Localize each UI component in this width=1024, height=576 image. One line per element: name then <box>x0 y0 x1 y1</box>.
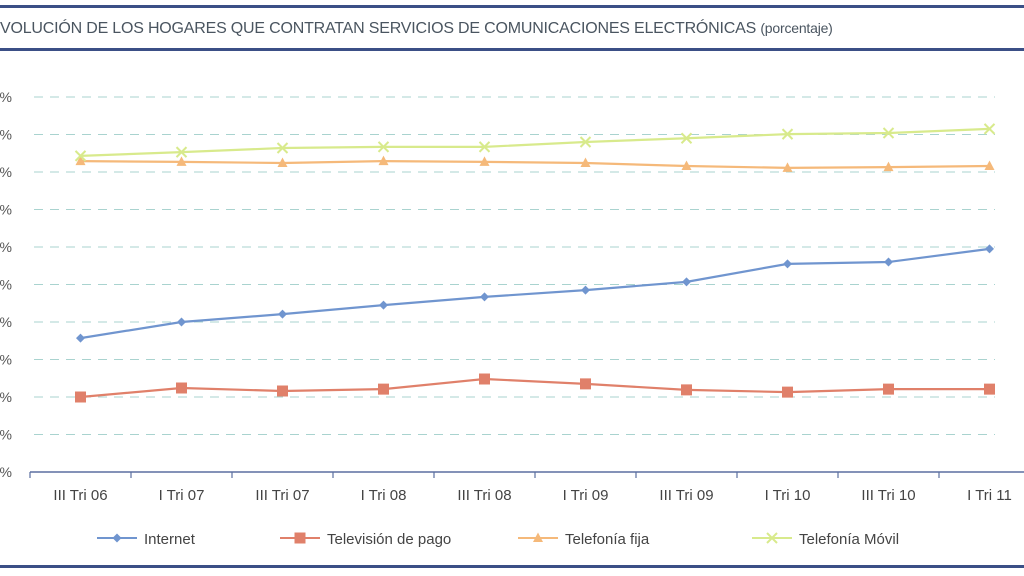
x-tick-label: I Tri 10 <box>765 487 811 504</box>
y-tick-label: % <box>0 277 12 293</box>
legend-marker-telefonia-fija <box>533 532 543 542</box>
data-point-television-de-pago <box>75 391 86 403</box>
data-point-internet <box>783 259 792 269</box>
header-border <box>0 48 1024 51</box>
data-point-telefonia-movil <box>680 132 693 144</box>
data-point-telefonia-movil <box>276 142 289 154</box>
legend-marker-internet <box>112 533 122 543</box>
y-tick-label: % <box>0 239 12 255</box>
data-point-internet <box>177 317 186 327</box>
data-point-telefonia-fija <box>479 156 490 166</box>
legend-label-internet: Internet <box>144 531 196 548</box>
data-point-telefonia-movil <box>983 123 996 135</box>
y-tick-label: % <box>0 314 12 330</box>
data-point-internet <box>379 300 388 310</box>
series-line-telefonia-movil <box>80 127 990 157</box>
y-tick-label: % <box>0 89 12 105</box>
data-point-telefonia-fija <box>176 156 187 166</box>
data-point-telefonia-movil <box>175 146 188 158</box>
data-point-telefonia-fija <box>277 157 288 167</box>
data-point-telefonia-movil <box>579 136 592 148</box>
y-tick-label: % <box>0 202 12 218</box>
data-point-television-de-pago <box>782 386 793 398</box>
legend-label-television-de-pago: Televisión de pago <box>327 531 451 548</box>
y-tick-label: % <box>0 464 12 480</box>
x-tick-label: I Tri 09 <box>563 487 609 504</box>
chart-subtitle: (porcentaje) <box>760 20 833 36</box>
data-point-television-de-pago <box>883 383 894 395</box>
data-point-telefonia-fija <box>580 157 591 167</box>
data-point-internet <box>682 277 691 287</box>
data-point-television-de-pago <box>479 373 490 385</box>
data-point-television-de-pago <box>984 383 995 395</box>
data-point-telefonia-fija <box>378 155 389 166</box>
data-point-telefonia-movil <box>882 127 895 139</box>
data-point-television-de-pago <box>378 383 389 395</box>
data-point-television-de-pago <box>580 378 591 390</box>
y-tick-label: % <box>0 427 12 443</box>
chart-title: VOLUCIÓN DE LOS HOGARES QUE CONTRATAN SE… <box>0 20 833 38</box>
data-point-telefonia-movil <box>74 150 87 162</box>
y-tick-label: % <box>0 164 12 180</box>
series-line-telefonia-fija <box>80 160 990 169</box>
x-tick-label: III Tri 08 <box>457 487 511 504</box>
legend-label-telefonia-movil: Telefonía Móvil <box>799 531 899 548</box>
legend-label-telefonia-fija: Telefonía fija <box>565 531 650 548</box>
series-line-television-de-pago <box>80 377 990 399</box>
legend-marker-telefonia-movil <box>766 532 778 544</box>
data-point-telefonia-fija <box>883 161 894 172</box>
x-tick-label: I Tri 07 <box>159 487 205 504</box>
x-tick-label: I Tri 11 <box>967 487 1012 504</box>
data-point-internet <box>76 333 85 343</box>
x-tick-label: I Tri 08 <box>361 487 407 504</box>
y-tick-label: % <box>0 127 12 143</box>
data-point-internet <box>985 244 994 254</box>
data-point-telefonia-movil <box>478 141 491 153</box>
bottom-border <box>0 565 1024 568</box>
series-line-internet <box>80 247 990 340</box>
y-tick-label: % <box>0 389 12 405</box>
x-tick-label: III Tri 09 <box>659 487 713 504</box>
data-point-internet <box>884 257 893 267</box>
data-point-television-de-pago <box>277 385 288 397</box>
data-point-internet <box>480 292 489 302</box>
data-point-internet <box>278 309 287 319</box>
data-point-telefonia-fija <box>782 162 793 172</box>
x-tick-label: III Tri 10 <box>861 487 915 504</box>
chart-title-text: VOLUCIÓN DE LOS HOGARES QUE CONTRATAN SE… <box>0 20 757 37</box>
y-tick-label: % <box>0 352 12 368</box>
data-point-telefonia-movil <box>377 141 390 153</box>
x-tick-label: III Tri 07 <box>255 487 309 504</box>
legend-marker-television-de-pago <box>294 532 306 544</box>
data-point-telefonia-fija <box>681 160 692 170</box>
data-point-internet <box>581 285 590 295</box>
data-point-telefonia-fija <box>75 155 86 166</box>
x-tick-label: III Tri 06 <box>53 487 107 504</box>
top-border <box>0 5 1024 8</box>
data-point-television-de-pago <box>681 384 692 396</box>
data-point-telefonia-movil <box>781 128 794 140</box>
data-point-television-de-pago <box>176 382 187 394</box>
data-point-telefonia-fija <box>984 160 995 170</box>
